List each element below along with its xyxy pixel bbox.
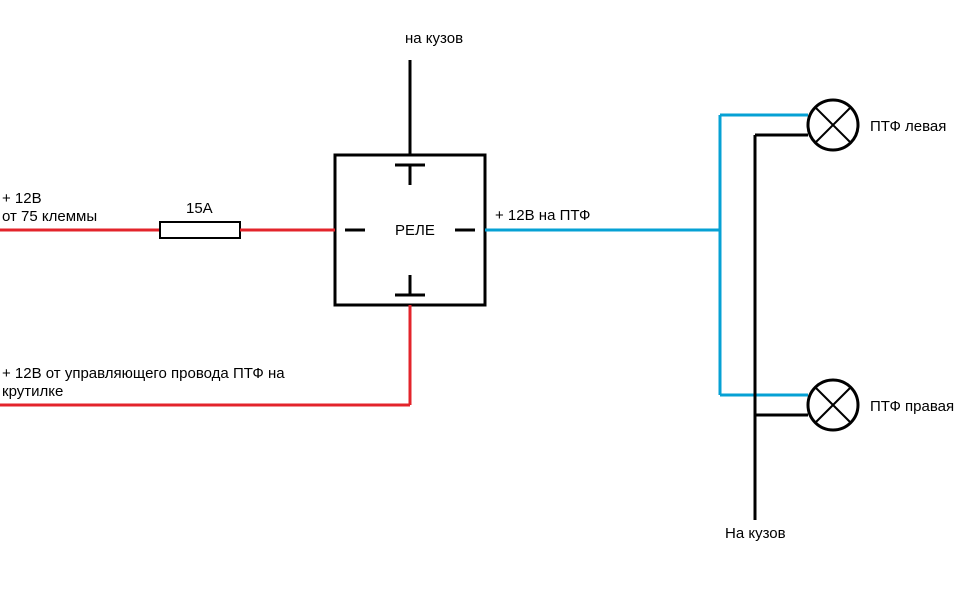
label-power-terminal: от 75 клеммы [2, 208, 97, 225]
label-output-12v: + 12В на ПТФ [495, 207, 590, 224]
label-control-wire: + 12В от управляющего провода ПТФ на [2, 365, 285, 382]
lamp-left [808, 100, 858, 150]
label-bottom-body: На кузов [725, 525, 786, 542]
label-top-body: на кузов [405, 30, 463, 47]
label-relay: РЕЛЕ [395, 222, 435, 239]
label-lamp-left: ПТФ левая [870, 118, 946, 135]
label-lamp-right: ПТФ правая [870, 398, 954, 415]
wiring-diagram [0, 0, 960, 590]
label-power-12v: + 12В [2, 190, 42, 207]
lamp-right [808, 380, 858, 430]
fuse-box [160, 222, 240, 238]
label-control-wire2: крутилке [2, 383, 63, 400]
label-fuse: 15А [186, 200, 213, 217]
